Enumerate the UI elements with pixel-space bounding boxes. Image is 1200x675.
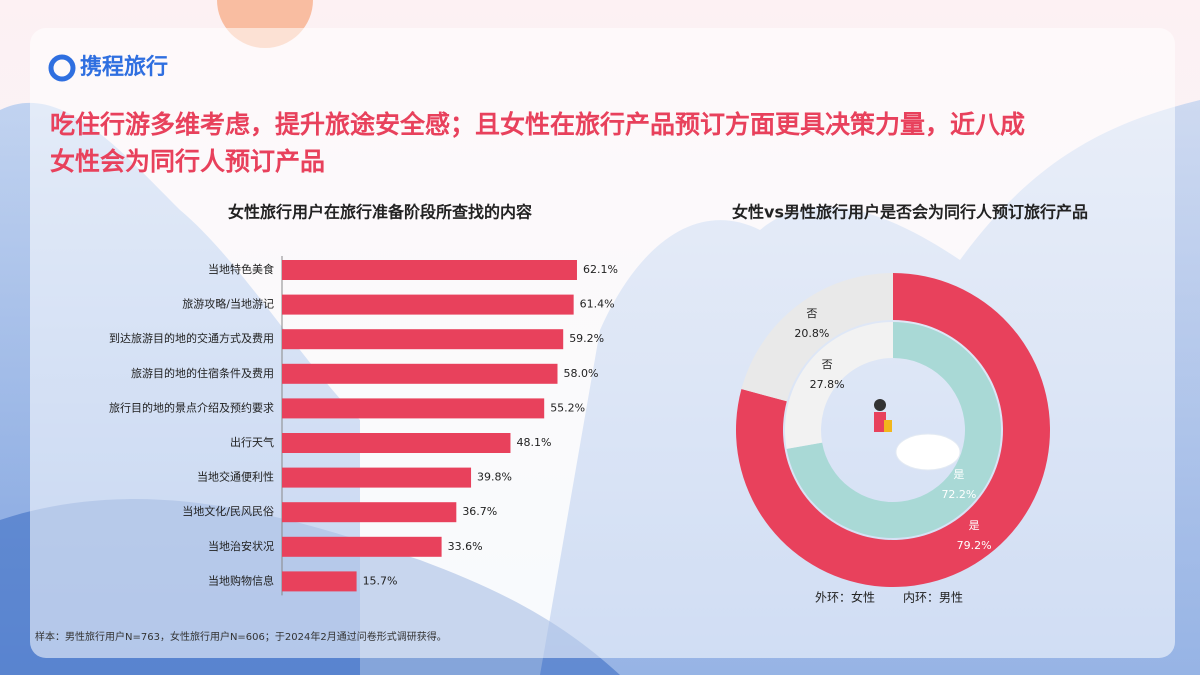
donut-segment	[741, 273, 893, 402]
bar	[282, 433, 511, 453]
logo: 携程旅行	[80, 54, 168, 80]
bar	[282, 536, 442, 557]
category-label: 当地交通便利性	[197, 470, 274, 484]
donut-segment	[785, 322, 893, 449]
bar	[282, 363, 558, 384]
category-label: 当地文化/民风民俗	[182, 504, 274, 518]
value-label: 58.0%	[564, 367, 599, 380]
segment-category: 是	[953, 468, 964, 481]
value-label: 39.8%	[477, 471, 512, 484]
bar	[282, 260, 577, 280]
headline: 女性会为同行人预订产品	[50, 147, 325, 176]
legend-entry: 外环：女性	[815, 590, 875, 605]
segment-value: 20.8%	[794, 327, 829, 340]
segment-value: 72.2%	[941, 488, 976, 501]
value-label: 61.4%	[580, 298, 615, 311]
value-label: 48.1%	[516, 436, 551, 449]
chart-title: 女性vs男性旅行用户是否会为同行人预订旅行产品	[732, 203, 1088, 222]
value-label: 33.6%	[448, 540, 483, 553]
source-note: 样本：男性旅行用户N=763，女性旅行用户N=606；于2024年2月通过问卷形…	[35, 630, 447, 643]
legend-entry: 内环：男性	[903, 591, 963, 605]
donut-segment	[786, 322, 1001, 538]
bar	[282, 398, 545, 419]
category-label: 旅游攻略/当地游记	[182, 297, 274, 311]
value-label: 15.7%	[363, 574, 398, 587]
value-label: 62.1%	[583, 263, 618, 276]
segment-category: 否	[806, 307, 817, 320]
category-label: 当地治安状况	[208, 539, 274, 553]
category-label: 当地购物信息	[208, 573, 274, 587]
category-label: 当地特色美食	[208, 262, 274, 276]
value-label: 59.2%	[569, 332, 604, 345]
bar	[282, 467, 472, 488]
card	[30, 28, 1175, 658]
category-label: 旅行目的地的景点介绍及预约要求	[109, 400, 274, 414]
traveler-illustration	[874, 399, 961, 471]
bar	[282, 502, 457, 523]
segment-category: 否	[822, 358, 833, 371]
category-label: 到达旅游目的地的交通方式及费用	[109, 331, 274, 345]
segment-category: 是	[969, 519, 980, 532]
segment-value: 79.2%	[957, 539, 992, 552]
headline: 吃住行游多维考虑，提升旅途安全感；且女性在旅行产品预订方面更具决策力量，近八成	[50, 110, 1025, 139]
bar	[282, 571, 357, 592]
chart-title: 女性旅行用户在旅行准备阶段所查找的内容	[228, 203, 532, 222]
segment-value: 27.8%	[810, 378, 845, 391]
category-label: 出行天气	[230, 435, 274, 449]
logo-icon	[48, 54, 76, 82]
bar	[282, 294, 574, 315]
bar	[282, 329, 564, 350]
donut-segment	[736, 273, 1051, 587]
category-label: 旅游目的地的住宿条件及费用	[131, 366, 274, 380]
value-label: 55.2%	[550, 401, 585, 414]
value-label: 36.7%	[462, 505, 497, 518]
